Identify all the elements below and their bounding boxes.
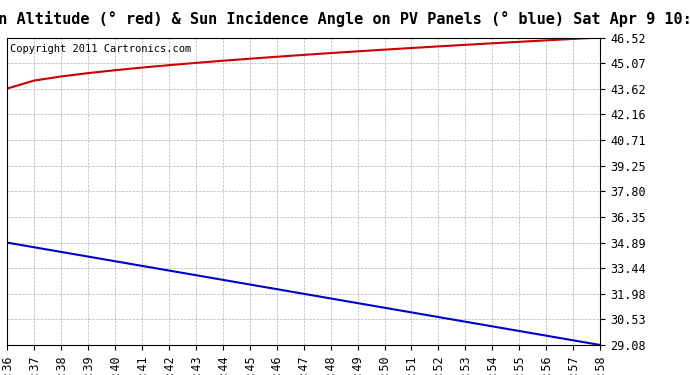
Text: Copyright 2011 Cartronics.com: Copyright 2011 Cartronics.com xyxy=(10,44,191,54)
Text: Sun Altitude (° red) & Sun Incidence Angle on PV Panels (° blue) Sat Apr 9 10:58: Sun Altitude (° red) & Sun Incidence Ang… xyxy=(0,11,690,27)
